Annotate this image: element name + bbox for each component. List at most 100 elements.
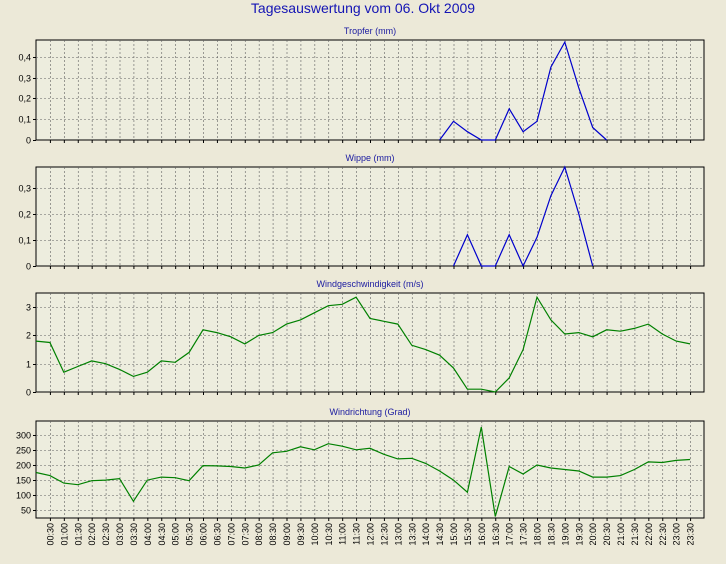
data-point <box>35 340 37 342</box>
data-point <box>494 265 496 267</box>
x-tick-label: 08:00 <box>254 523 264 546</box>
series-line <box>35 295 691 393</box>
data-point <box>77 484 79 486</box>
data-point <box>675 459 677 461</box>
data-point <box>160 360 162 362</box>
data-point <box>341 445 343 447</box>
data-point <box>425 349 427 351</box>
data-point <box>49 475 51 477</box>
data-point <box>397 458 399 460</box>
data-point <box>453 479 455 481</box>
data-point <box>355 296 357 298</box>
x-tick-label: 18:00 <box>533 523 543 546</box>
x-tick-label: 01:00 <box>59 523 69 546</box>
plot-area <box>35 420 705 519</box>
data-point <box>91 360 93 362</box>
y-tick-label: 50 <box>21 506 31 516</box>
chart-panel-3: Windgeschwindigkeit (m/s) 0 1 2 3 <box>26 279 705 398</box>
x-tick-label: 03:30 <box>129 523 139 546</box>
x-tick-label: 12:00 <box>366 523 376 546</box>
data-point <box>466 234 468 236</box>
x-tick-label: 10:00 <box>310 523 320 546</box>
data-point <box>105 363 107 365</box>
x-tick-label: 17:30 <box>519 523 529 546</box>
data-point <box>63 482 65 484</box>
data-point <box>188 480 190 482</box>
data-point <box>63 371 65 373</box>
x-tick-label: 04:30 <box>157 523 167 546</box>
data-point <box>592 127 594 129</box>
x-tick-label: 15:30 <box>463 523 473 546</box>
x-axis-labels: 00:30 01:00 01:30 02:00 02:30 03:00 03:30 04:00… <box>45 523 695 546</box>
x-tick-label: 15:00 <box>449 523 459 546</box>
data-point <box>564 166 566 168</box>
data-point <box>369 447 371 449</box>
data-point <box>258 334 260 336</box>
x-tick-label: 17:00 <box>505 523 515 546</box>
x-tick-label: 11:30 <box>352 523 362 545</box>
x-tick-label: 02:30 <box>101 523 111 546</box>
x-tick-label: 23:30 <box>686 523 696 546</box>
data-point <box>383 320 385 322</box>
data-point <box>369 318 371 320</box>
data-point <box>49 342 51 344</box>
data-point <box>244 467 246 469</box>
data-point <box>439 139 441 141</box>
x-tick-label: 01:30 <box>73 523 83 546</box>
chart-panel-4: Windrichtung (Grad) 50 100 150 200 250 300 <box>16 407 705 521</box>
data-point <box>633 469 635 471</box>
x-tick-label: 11:00 <box>338 523 348 545</box>
data-point <box>592 265 594 267</box>
data-point <box>578 87 580 89</box>
x-tick-label: 04:00 <box>143 523 153 546</box>
data-point <box>536 464 538 466</box>
data-point <box>299 446 301 448</box>
x-tick-label: 20:30 <box>602 523 612 546</box>
data-point <box>146 479 148 481</box>
y-tick-label: 0,3 <box>18 74 31 84</box>
plot-area <box>35 39 705 141</box>
data-point <box>508 234 510 236</box>
data-point <box>661 333 663 335</box>
series-line <box>452 165 594 268</box>
data-point <box>216 332 218 334</box>
x-tick-label: 00:30 <box>45 523 55 546</box>
data-point <box>480 139 482 141</box>
data-point <box>675 340 677 342</box>
data-point <box>550 195 552 197</box>
x-tick-label: 14:00 <box>421 523 431 546</box>
data-point <box>578 332 580 334</box>
data-point <box>522 349 524 351</box>
data-point <box>522 473 524 475</box>
data-point <box>536 296 538 298</box>
x-tick-label: 18:30 <box>546 523 556 546</box>
x-tick-label: 14:30 <box>435 523 445 546</box>
data-point <box>160 476 162 478</box>
y-tick-label: 200 <box>16 461 31 471</box>
data-point <box>272 332 274 334</box>
data-point <box>313 312 315 314</box>
data-point <box>411 457 413 459</box>
data-point <box>494 391 496 393</box>
data-point <box>522 265 524 267</box>
data-point <box>647 323 649 325</box>
x-tick-label: 08:30 <box>268 523 278 546</box>
x-tick-label: 09:00 <box>282 523 292 546</box>
data-point <box>132 375 134 377</box>
data-point <box>453 367 455 369</box>
y-tick-label: 0 <box>26 388 31 398</box>
data-point <box>286 450 288 452</box>
data-point <box>202 329 204 331</box>
data-point <box>536 236 538 238</box>
data-point <box>119 368 121 370</box>
data-point <box>564 41 566 43</box>
x-tick-label: 21:30 <box>630 523 640 546</box>
x-tick-label: 03:00 <box>115 523 125 546</box>
data-point <box>91 480 93 482</box>
data-point <box>536 120 538 122</box>
x-tick-label: 19:30 <box>574 523 584 546</box>
y-tick-label: 0,2 <box>18 94 31 104</box>
data-point <box>606 139 608 141</box>
chart-panel-1: Tropfer (mm) 0 0,1 0,2 0,3 0,4 <box>18 26 705 146</box>
